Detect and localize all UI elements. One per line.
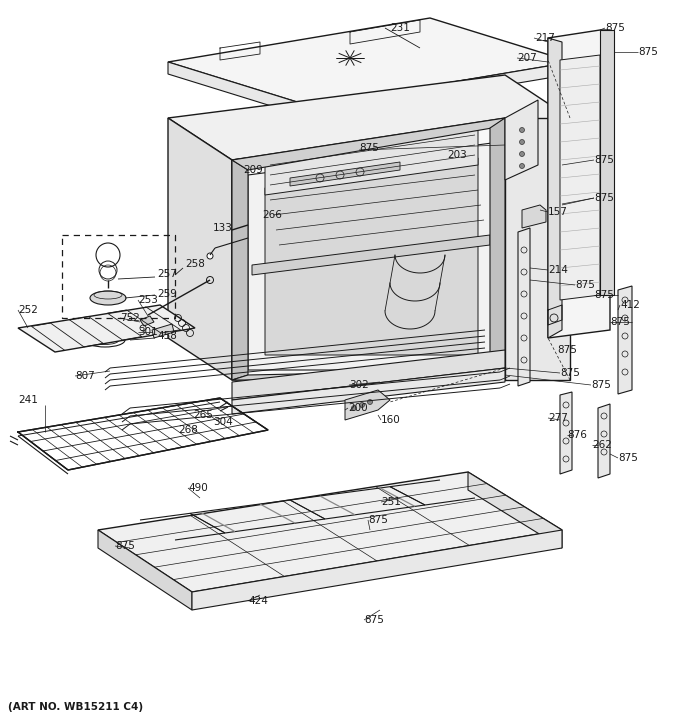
Text: 217: 217 — [535, 33, 555, 43]
Text: 160: 160 — [381, 415, 401, 425]
Polygon shape — [232, 118, 505, 380]
Text: 266: 266 — [262, 210, 282, 220]
Ellipse shape — [90, 291, 126, 305]
Text: 251: 251 — [381, 497, 401, 507]
Text: 304: 304 — [213, 417, 233, 427]
Circle shape — [207, 253, 213, 259]
Text: 302: 302 — [349, 380, 369, 390]
Polygon shape — [140, 316, 154, 326]
Text: 207: 207 — [517, 53, 537, 63]
Text: 277: 277 — [548, 413, 568, 423]
Text: 424: 424 — [248, 596, 268, 606]
Polygon shape — [18, 305, 195, 352]
Polygon shape — [548, 30, 610, 338]
Text: 241: 241 — [18, 395, 38, 405]
Polygon shape — [290, 162, 400, 186]
Text: 268: 268 — [178, 425, 198, 435]
Polygon shape — [618, 286, 632, 394]
Polygon shape — [98, 530, 192, 610]
Text: 875: 875 — [594, 155, 614, 165]
Polygon shape — [548, 38, 562, 338]
Polygon shape — [232, 370, 505, 380]
Text: 133: 133 — [213, 223, 233, 233]
Polygon shape — [600, 30, 614, 295]
Polygon shape — [522, 205, 546, 228]
Polygon shape — [560, 55, 600, 300]
Text: 252: 252 — [18, 305, 38, 315]
Circle shape — [360, 403, 364, 408]
Circle shape — [520, 151, 524, 156]
Polygon shape — [152, 324, 174, 338]
Polygon shape — [265, 158, 478, 355]
Polygon shape — [232, 160, 248, 380]
Text: 752: 752 — [120, 313, 140, 323]
Text: 875: 875 — [359, 143, 379, 153]
Polygon shape — [98, 472, 562, 592]
Polygon shape — [598, 404, 610, 478]
Text: 200: 200 — [348, 403, 368, 413]
Circle shape — [520, 127, 524, 132]
Text: 259: 259 — [157, 289, 177, 299]
Text: 875: 875 — [557, 345, 577, 355]
Text: 875: 875 — [610, 317, 630, 327]
Polygon shape — [252, 235, 490, 275]
Text: 265: 265 — [193, 410, 213, 420]
Polygon shape — [310, 62, 572, 118]
Polygon shape — [265, 128, 478, 195]
Text: 262: 262 — [592, 440, 612, 450]
Polygon shape — [232, 118, 505, 170]
Circle shape — [520, 164, 524, 169]
Circle shape — [367, 400, 373, 405]
Polygon shape — [518, 228, 530, 386]
Text: 458: 458 — [157, 331, 177, 341]
Text: 209: 209 — [243, 165, 262, 175]
Text: 203: 203 — [447, 150, 466, 160]
Text: 412: 412 — [620, 300, 640, 310]
Polygon shape — [168, 62, 310, 118]
Text: 875: 875 — [575, 280, 595, 290]
Polygon shape — [168, 75, 570, 160]
Polygon shape — [490, 118, 505, 380]
Text: 875: 875 — [594, 193, 614, 203]
Polygon shape — [232, 350, 505, 400]
Text: 875: 875 — [638, 47, 658, 57]
Polygon shape — [168, 118, 232, 380]
Text: 301: 301 — [138, 327, 158, 337]
Text: 875: 875 — [368, 515, 388, 525]
Polygon shape — [192, 530, 562, 610]
Polygon shape — [248, 143, 492, 370]
Polygon shape — [505, 100, 538, 180]
Polygon shape — [345, 390, 390, 420]
Text: 875: 875 — [605, 23, 625, 33]
Circle shape — [520, 140, 524, 145]
Text: 875: 875 — [618, 453, 638, 463]
Polygon shape — [232, 368, 505, 414]
Polygon shape — [468, 472, 562, 548]
Text: 231: 231 — [390, 23, 410, 33]
Text: 875: 875 — [364, 615, 384, 625]
Polygon shape — [168, 18, 572, 106]
Polygon shape — [505, 118, 570, 380]
Text: 490: 490 — [188, 483, 208, 493]
Circle shape — [352, 405, 356, 411]
Text: 876: 876 — [567, 430, 587, 440]
Text: 875: 875 — [115, 541, 135, 551]
Text: 253: 253 — [138, 295, 158, 305]
Text: (ART NO. WB15211 C4): (ART NO. WB15211 C4) — [8, 702, 143, 712]
Text: 807: 807 — [75, 371, 95, 381]
Text: 258: 258 — [185, 259, 205, 269]
Text: 257: 257 — [157, 269, 177, 279]
Text: 157: 157 — [548, 207, 568, 217]
Polygon shape — [560, 392, 572, 474]
Text: 875: 875 — [591, 380, 611, 390]
Text: 875: 875 — [560, 368, 580, 378]
Text: 214: 214 — [548, 265, 568, 275]
Text: 875: 875 — [594, 290, 614, 300]
